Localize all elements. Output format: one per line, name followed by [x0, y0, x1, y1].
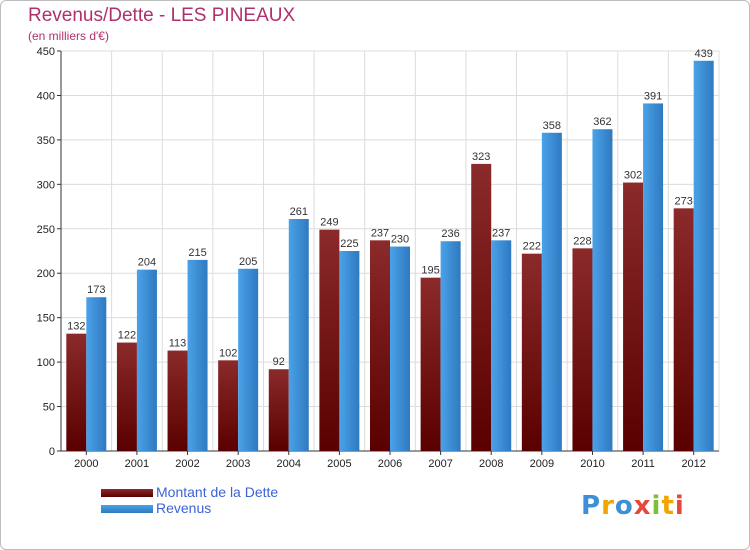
bars [66, 60, 714, 452]
bar-debt [471, 163, 492, 451]
value-label-revenue: 362 [593, 116, 611, 128]
value-label-debt: 222 [523, 241, 541, 253]
chart-title: Revenus/Dette - LES PINEAUX [28, 5, 296, 26]
value-label-debt: 228 [573, 235, 591, 247]
value-label-debt: 249 [320, 217, 338, 229]
value-label-debt: 122 [118, 330, 136, 342]
bar-debt [268, 369, 289, 451]
x-tick-label: 2011 [631, 458, 655, 470]
bar-debt [420, 277, 441, 451]
value-label-revenue: 205 [239, 256, 257, 268]
brand-logo-letter: i [651, 491, 662, 521]
x-tick-label: 2005 [327, 458, 351, 470]
y-tick-label: 50 [43, 402, 55, 414]
y-tick-label: 150 [37, 313, 55, 325]
bar-debt [319, 229, 340, 451]
bar-revenue [592, 129, 613, 451]
x-tick-label: 2000 [74, 458, 98, 470]
x-tick-label: 2003 [226, 458, 250, 470]
legend-swatch-debt [101, 489, 153, 497]
bar-revenue [440, 241, 461, 451]
value-label-debt: 302 [624, 170, 642, 182]
value-labels: 1321731222041132151022059226124922523723… [67, 48, 713, 368]
bar-revenue [390, 246, 410, 451]
x-tick-label: 2008 [479, 458, 503, 470]
value-label-revenue: 237 [492, 227, 510, 239]
bar-revenue [187, 259, 208, 451]
value-label-revenue: 358 [543, 120, 561, 132]
y-tick-label: 200 [37, 268, 55, 280]
value-label-revenue: 236 [441, 228, 459, 240]
y-tick-label: 350 [37, 135, 55, 147]
bar-debt [572, 248, 593, 451]
bar-debt [218, 360, 239, 451]
brand-logo-letter: o [614, 491, 634, 521]
y-tick-label: 0 [49, 446, 55, 458]
x-tick-label: 2009 [530, 458, 554, 470]
value-label-revenue: 204 [138, 257, 156, 269]
value-label-debt: 92 [273, 356, 285, 368]
value-label-debt: 237 [371, 227, 389, 239]
chart-subtitle: (en milliers d'€) [28, 29, 109, 43]
bar-revenue [136, 269, 157, 451]
value-label-revenue: 230 [391, 234, 409, 246]
legend-label-debt: Montant de la Dette [156, 484, 279, 500]
bar-revenue [541, 132, 562, 451]
bar-revenue [86, 297, 107, 451]
y-tick-label: 400 [37, 90, 55, 102]
brand-logo-letter: i [674, 491, 685, 521]
value-label-debt: 273 [675, 195, 693, 207]
bar-debt [623, 182, 644, 452]
x-tick-label: 2010 [580, 458, 604, 470]
bar-revenue [693, 60, 714, 452]
x-tick-label: 2001 [125, 458, 149, 470]
value-label-revenue: 391 [644, 90, 662, 102]
bar-revenue [339, 251, 360, 451]
x-tick-label: 2012 [681, 458, 705, 470]
y-tick-label: 450 [37, 46, 55, 58]
y-tick-label: 300 [37, 179, 55, 191]
brand-logo-letter: P [581, 491, 602, 521]
bar-revenue [288, 219, 309, 451]
value-label-revenue: 225 [340, 238, 358, 250]
value-label-debt: 113 [169, 338, 187, 350]
brand-logo-letter: r [601, 491, 615, 521]
bar-revenue [643, 103, 664, 451]
x-tick-label: 2004 [277, 458, 301, 470]
y-tick-label: 250 [37, 224, 55, 236]
bar-debt [370, 240, 390, 451]
bar-debt [673, 208, 694, 451]
legend-label-revenue: Revenus [156, 500, 212, 516]
value-label-debt: 102 [219, 347, 237, 359]
value-label-revenue: 439 [695, 48, 713, 60]
value-label-revenue: 261 [290, 206, 308, 218]
brand-logo-letter: t [661, 491, 675, 521]
bar-revenue [238, 268, 259, 451]
value-label-revenue: 173 [87, 284, 105, 296]
y-tick-label: 100 [37, 357, 55, 369]
bar-revenue [491, 240, 512, 451]
legend-swatch-revenue [101, 505, 153, 513]
bar-debt [66, 333, 87, 451]
value-label-debt: 195 [421, 265, 439, 277]
brand-logo: Proxiti [581, 491, 685, 521]
value-label-revenue: 215 [188, 247, 206, 259]
bar-debt [116, 342, 137, 451]
bar-debt [521, 253, 542, 451]
x-tick-label: 2007 [428, 458, 452, 470]
brand-logo-letter: x [633, 491, 652, 521]
bar-debt [167, 350, 188, 451]
value-label-debt: 132 [67, 321, 85, 333]
x-tick-label: 2002 [175, 458, 199, 470]
value-label-debt: 323 [472, 151, 490, 163]
x-tick-label: 2006 [378, 458, 402, 470]
